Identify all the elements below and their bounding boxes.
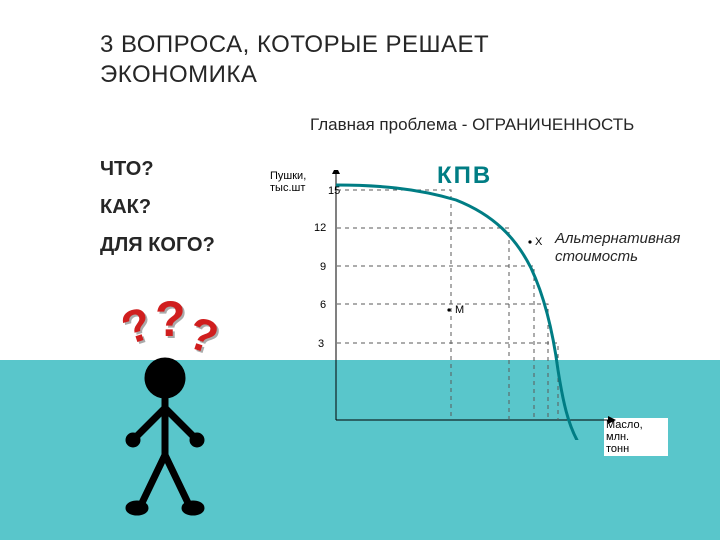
person-icon: ? ? ? ? ? ? (105, 300, 225, 520)
x-axis-l2: тонн (606, 443, 629, 455)
dash-6 (337, 304, 548, 420)
dashed-guides (337, 190, 558, 420)
y-axis-l2: тыс.шт (270, 182, 305, 194)
title-line2: ЭКОНОМИКА (100, 61, 257, 88)
page-title: 3 ВОПРОСА, КОТОРЫЕ РЕШАЕТ ЭКОНОМИКА (100, 30, 489, 90)
question-marks-icon: ? ? ? ? ? ? (115, 300, 225, 366)
question-how: КАК? (100, 188, 215, 226)
point-m-label: M (455, 304, 464, 316)
stick-figure-icon (129, 361, 201, 512)
question-what: ЧТО? (100, 150, 215, 188)
dash-12 (337, 228, 509, 420)
ppf-chart (316, 170, 616, 440)
point-x-dot (528, 240, 531, 243)
y-axis-label: Пушки, тыс.шт (270, 170, 306, 194)
question-for-whom: ДЛЯ КОГО? (100, 226, 215, 264)
svg-text:?: ? (115, 300, 158, 355)
dash-3 (337, 343, 558, 420)
dash-15 (337, 190, 451, 420)
questions-list: ЧТО? КАК? ДЛЯ КОГО? (100, 150, 215, 264)
subtitle: Главная проблема - ОГРАНИЧЕННОСТЬ (310, 115, 634, 135)
point-m-dot (447, 308, 450, 311)
point-x-label: X (535, 236, 542, 248)
y-axis-l1: Пушки, (270, 170, 306, 182)
title-line1: 3 ВОПРОСА, КОТОРЫЕ РЕШАЕТ (100, 31, 489, 58)
svg-text:?: ? (155, 300, 186, 347)
